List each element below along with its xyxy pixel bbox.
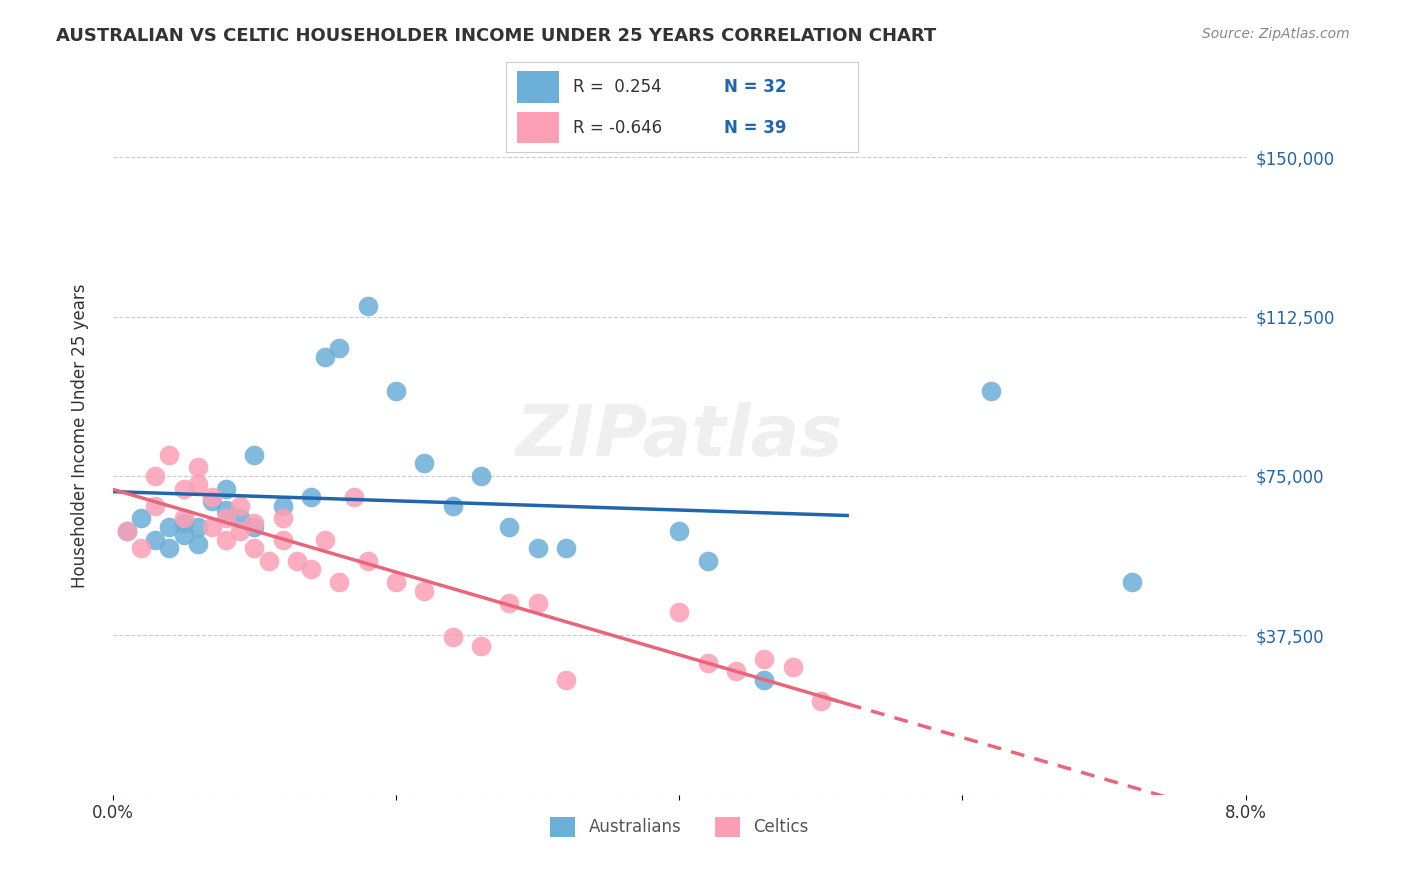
Text: AUSTRALIAN VS CELTIC HOUSEHOLDER INCOME UNDER 25 YEARS CORRELATION CHART: AUSTRALIAN VS CELTIC HOUSEHOLDER INCOME … (56, 27, 936, 45)
Point (328, 342, 350, 356)
Point (1121, 575, 1143, 590)
Text: R = -0.646: R = -0.646 (574, 119, 662, 136)
Text: ZIPatlas: ZIPatlas (516, 401, 844, 471)
Point (129, 541, 152, 556)
Point (980, 384, 1002, 398)
Point (159, 520, 181, 534)
Bar (517, 112, 558, 143)
Point (201, 490, 224, 504)
Point (555, 541, 578, 556)
Point (243, 516, 266, 530)
Point (243, 520, 266, 534)
Point (215, 533, 238, 547)
Point (555, 673, 578, 687)
Point (285, 554, 308, 568)
Point (696, 554, 718, 568)
Text: R =  0.254: R = 0.254 (574, 78, 662, 96)
Point (271, 533, 294, 547)
Bar (517, 71, 558, 103)
Point (159, 448, 181, 462)
Point (668, 524, 690, 538)
Point (229, 499, 252, 513)
Point (470, 469, 492, 483)
Legend: Australians, Celtics: Australians, Celtics (544, 810, 815, 844)
Point (668, 605, 690, 619)
Point (314, 350, 336, 364)
Point (229, 511, 252, 525)
Text: N = 32: N = 32 (724, 78, 786, 96)
Point (385, 384, 408, 398)
Point (498, 596, 520, 610)
Point (159, 541, 181, 556)
Point (187, 460, 209, 475)
Point (724, 665, 747, 679)
Point (413, 456, 436, 470)
Point (271, 511, 294, 525)
Point (129, 511, 152, 525)
Point (187, 477, 209, 491)
Point (201, 494, 224, 508)
Point (357, 299, 380, 313)
Point (229, 524, 252, 538)
Point (754, 673, 776, 687)
Point (187, 520, 209, 534)
Point (782, 660, 804, 674)
Point (413, 583, 436, 598)
Point (385, 575, 408, 590)
Point (173, 482, 195, 496)
Point (257, 554, 280, 568)
Point (810, 694, 832, 708)
Point (173, 516, 195, 530)
Point (470, 639, 492, 653)
Point (243, 448, 266, 462)
Point (143, 469, 166, 483)
Point (115, 524, 138, 538)
Point (143, 533, 166, 547)
Point (441, 631, 464, 645)
Point (201, 520, 224, 534)
Point (215, 482, 238, 496)
Text: Source: ZipAtlas.com: Source: ZipAtlas.com (1202, 27, 1350, 41)
Point (173, 511, 195, 525)
Text: N = 39: N = 39 (724, 119, 786, 136)
Point (441, 499, 464, 513)
Point (328, 575, 350, 590)
Point (215, 511, 238, 525)
Point (357, 554, 380, 568)
Point (526, 541, 548, 556)
Point (498, 520, 520, 534)
Point (696, 656, 718, 670)
Point (754, 651, 776, 665)
Point (271, 499, 294, 513)
Point (187, 537, 209, 551)
Point (526, 596, 548, 610)
Point (215, 503, 238, 517)
Point (115, 524, 138, 538)
Point (299, 490, 322, 504)
Point (299, 562, 322, 576)
Point (143, 499, 166, 513)
Point (314, 533, 336, 547)
Y-axis label: Householder Income Under 25 years: Householder Income Under 25 years (72, 284, 89, 589)
Point (243, 541, 266, 556)
Point (173, 528, 195, 542)
Point (342, 490, 364, 504)
